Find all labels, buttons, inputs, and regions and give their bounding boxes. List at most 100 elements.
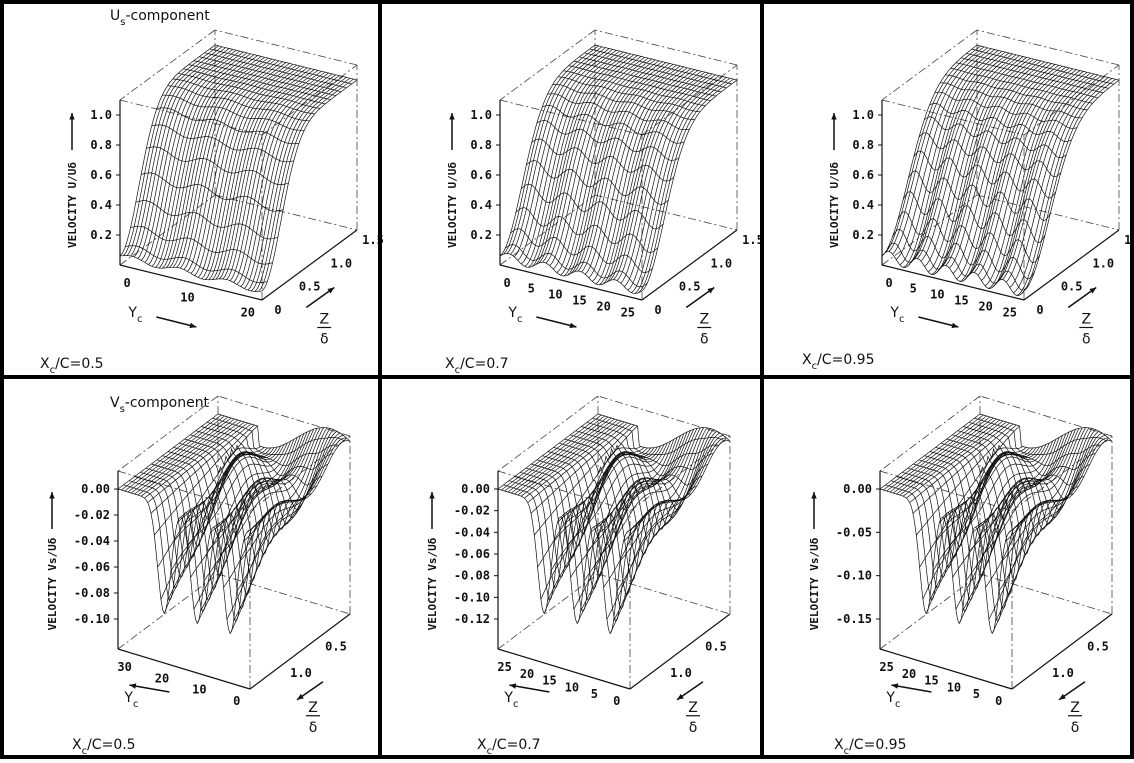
surface-mesh	[124, 415, 225, 492]
surface-mesh	[543, 447, 645, 614]
y-axis-label: VELOCITY U/Uδ	[828, 162, 841, 248]
surface	[881, 44, 1120, 296]
surface-mesh	[634, 78, 731, 294]
yc-axis	[881, 264, 1025, 301]
surface-mesh	[157, 425, 258, 568]
surface-mesh	[240, 74, 336, 287]
surface-mesh	[119, 44, 216, 257]
z-axis	[1011, 613, 1113, 690]
surface-mesh	[885, 45, 981, 253]
y-tick-label: 0.6	[90, 168, 112, 182]
surface-mesh	[170, 447, 272, 572]
box-edge	[979, 395, 1113, 437]
y-axis-label: VELOCITY U/Uδ	[446, 162, 459, 248]
z-label-den: δ	[320, 332, 329, 348]
surface-mesh	[510, 47, 606, 255]
surface-mesh	[1002, 74, 1098, 280]
surface-mesh	[968, 431, 1070, 552]
panel-caption: Xc/C=0.5	[72, 737, 136, 757]
surface-mesh	[183, 60, 280, 270]
y-tick-label: -0.04	[74, 534, 110, 548]
surface-mesh	[193, 439, 295, 610]
surface-mesh	[966, 65, 1063, 278]
y-tick-label: -0.08	[454, 569, 490, 583]
surface-mesh	[924, 55, 1020, 267]
panel-caption-sub: c	[812, 361, 818, 372]
yc-tick-label: 20	[596, 300, 610, 314]
surface-mesh	[588, 66, 685, 279]
surface-mesh	[549, 57, 645, 266]
surface-mesh	[952, 440, 1053, 578]
y-tick-label: -0.10	[74, 612, 110, 626]
panel-caption-main: X	[477, 737, 487, 753]
panel-caption-sub: c	[50, 365, 56, 376]
surface-mesh	[134, 418, 235, 495]
y-tick-label: 0.00	[81, 482, 110, 496]
surface-mesh	[538, 54, 635, 264]
surface-mesh	[180, 59, 276, 269]
yc-tick-label: 10	[930, 288, 944, 302]
yc-label: Yc	[889, 305, 904, 325]
surface-mesh	[938, 58, 1035, 271]
yc-label-sub: c	[513, 699, 519, 710]
surface-mesh	[978, 428, 1080, 535]
z-tick-label: 1.5	[742, 233, 764, 247]
surface-mesh	[200, 435, 301, 612]
surface-mesh	[203, 433, 305, 582]
surface-mesh	[151, 52, 248, 267]
z-tick-label: 1.0	[1052, 666, 1074, 680]
y-tick-label: 1.0	[852, 108, 874, 122]
yc-tick-label: 20	[902, 667, 916, 681]
surface-mesh	[606, 71, 702, 283]
surface-mesh	[626, 437, 727, 533]
yc-tick-label: 0	[123, 276, 130, 290]
yc-tick-label: 25	[497, 660, 511, 674]
box-edge	[119, 29, 216, 101]
surface-mesh	[995, 429, 1096, 622]
yc-arrow-head	[891, 683, 899, 689]
surface-mesh	[590, 430, 691, 533]
y-axis-label: VELOCITY U/Uδ	[66, 162, 79, 248]
yc-tick-label: 25	[621, 306, 635, 320]
box-edge	[629, 435, 731, 512]
surface-mesh	[917, 53, 1013, 259]
surface	[117, 413, 351, 635]
y-arrow-head	[449, 113, 455, 120]
surface-mesh	[962, 435, 1063, 612]
surface-mesh	[919, 425, 1020, 568]
surface-mesh	[613, 429, 714, 622]
y-tick-label: 0.4	[90, 198, 112, 212]
yc-tick-label: 0	[613, 694, 620, 708]
surface-mesh	[627, 76, 724, 291]
z-tick-label: 0	[654, 303, 661, 317]
surface-mesh	[229, 71, 326, 281]
panel-caption: Xc/C=0.5	[40, 356, 104, 376]
panel-caption-rest: /C=0.95	[849, 737, 906, 753]
y-tick-label: -0.08	[74, 586, 110, 600]
box-edge	[879, 573, 981, 650]
panel-title-main: V	[110, 395, 120, 411]
surface-mesh	[249, 440, 351, 531]
yc-arrow	[918, 316, 959, 328]
yc-label: Yc	[127, 305, 142, 325]
surface-mesh	[593, 429, 695, 528]
surface-mesh	[599, 69, 695, 286]
panel-caption-rest: /C=0.5	[55, 356, 104, 372]
surface-mesh	[499, 44, 596, 257]
surface-mesh	[638, 78, 734, 294]
surface-mesh	[942, 59, 1038, 267]
surface-mesh	[927, 56, 1024, 273]
surface-mesh	[208, 66, 305, 281]
surface-mesh	[1013, 77, 1109, 294]
surface-mesh	[226, 427, 328, 620]
surface-mesh	[506, 46, 603, 254]
surface-mesh	[974, 67, 1070, 273]
surface-mesh	[881, 44, 978, 257]
surface-mesh	[1023, 79, 1120, 292]
surface-mesh	[169, 57, 265, 268]
yc-tick-label: 0	[503, 276, 510, 290]
y-tick-label: 1.0	[90, 108, 112, 122]
surface-mesh	[586, 431, 688, 552]
surface-mesh	[602, 70, 699, 285]
